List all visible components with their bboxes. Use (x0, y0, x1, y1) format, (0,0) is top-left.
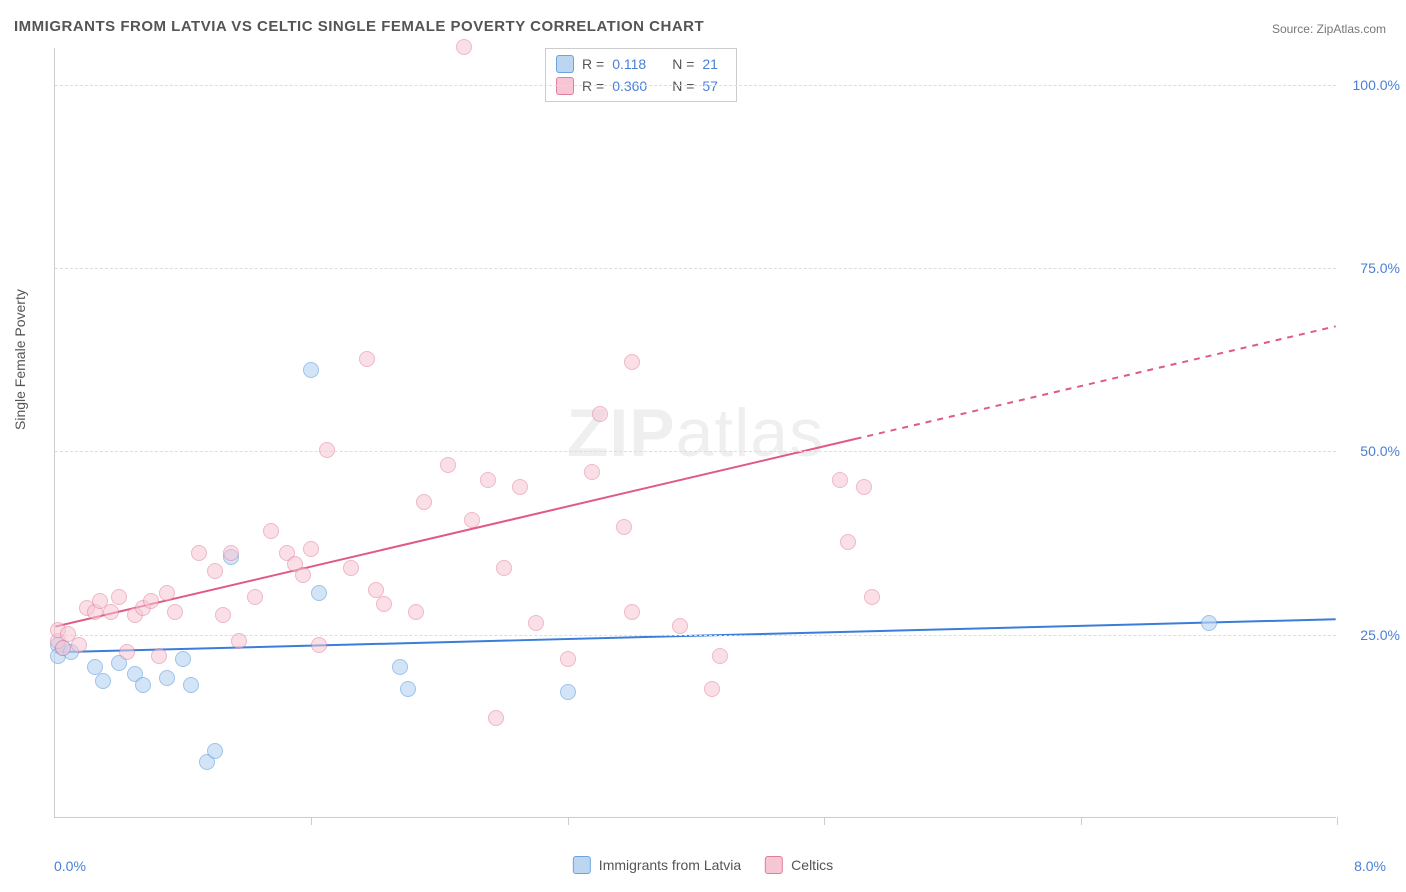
y-tick-label: 25.0% (1360, 627, 1400, 643)
data-point (175, 651, 191, 667)
legend-swatch (765, 856, 783, 874)
data-point (440, 457, 456, 473)
data-point (864, 589, 880, 605)
data-point (103, 604, 119, 620)
data-point (488, 710, 504, 726)
data-point (592, 406, 608, 422)
data-point (416, 494, 432, 510)
y-axis-title: Single Female Poverty (12, 289, 28, 430)
y-tick-label: 50.0% (1360, 443, 1400, 459)
data-point (247, 589, 263, 605)
legend-swatch (573, 856, 591, 874)
data-point (55, 640, 71, 656)
data-point (151, 648, 167, 664)
data-point (560, 651, 576, 667)
x-axis-max-label: 8.0% (1354, 858, 1386, 874)
data-point (87, 659, 103, 675)
data-point (231, 633, 247, 649)
data-point (167, 604, 183, 620)
data-point (71, 637, 87, 653)
data-point (480, 472, 496, 488)
data-point (359, 351, 375, 367)
correlation-legend: R =0.118N =21R =0.360N =57 (545, 48, 737, 102)
data-point (712, 648, 728, 664)
data-point (319, 442, 335, 458)
legend-item: Immigrants from Latvia (573, 856, 741, 874)
watermark: ZIPatlas (567, 394, 824, 472)
data-point (191, 545, 207, 561)
legend-label: Immigrants from Latvia (599, 857, 741, 873)
x-tick (824, 817, 825, 825)
data-point (832, 472, 848, 488)
gridline (55, 268, 1336, 269)
data-point (311, 585, 327, 601)
data-point (215, 607, 231, 623)
data-point (672, 618, 688, 634)
data-point (376, 596, 392, 612)
legend-label: Celtics (791, 857, 833, 873)
data-point (263, 523, 279, 539)
legend-item: Celtics (765, 856, 833, 874)
data-point (207, 743, 223, 759)
legend-row: R =0.118N =21 (556, 53, 726, 75)
data-point (303, 541, 319, 557)
y-tick-label: 100.0% (1353, 77, 1400, 93)
data-point (464, 512, 480, 528)
series-legend: Immigrants from Latvia Celtics (573, 856, 833, 874)
data-point (143, 593, 159, 609)
data-point (207, 563, 223, 579)
legend-row: R =0.360N =57 (556, 75, 726, 97)
data-point (311, 637, 327, 653)
data-point (183, 677, 199, 693)
x-tick (311, 817, 312, 825)
data-point (408, 604, 424, 620)
data-point (295, 567, 311, 583)
data-point (624, 354, 640, 370)
gridline (55, 85, 1336, 86)
data-point (616, 519, 632, 535)
data-point (584, 464, 600, 480)
data-point (159, 670, 175, 686)
data-point (135, 677, 151, 693)
x-axis-min-label: 0.0% (54, 858, 86, 874)
data-point (368, 582, 384, 598)
data-point (624, 604, 640, 620)
chart-plot-area: ZIPatlas R =0.118N =21R =0.360N =57 25.0… (54, 48, 1336, 818)
data-point (95, 673, 111, 689)
data-point (1201, 615, 1217, 631)
data-point (456, 39, 472, 55)
data-point (496, 560, 512, 576)
data-point (119, 644, 135, 660)
data-point (856, 479, 872, 495)
legend-swatch (556, 77, 574, 95)
x-tick (1337, 817, 1338, 825)
x-tick (1081, 817, 1082, 825)
data-point (512, 479, 528, 495)
data-point (840, 534, 856, 550)
data-point (159, 585, 175, 601)
data-point (392, 659, 408, 675)
y-tick-label: 75.0% (1360, 260, 1400, 276)
gridline (55, 451, 1336, 452)
legend-swatch (556, 55, 574, 73)
data-point (528, 615, 544, 631)
x-tick (568, 817, 569, 825)
data-point (560, 684, 576, 700)
chart-title: IMMIGRANTS FROM LATVIA VS CELTIC SINGLE … (14, 18, 704, 35)
data-point (111, 589, 127, 605)
data-point (704, 681, 720, 697)
data-point (343, 560, 359, 576)
data-point (223, 545, 239, 561)
source-attribution: Source: ZipAtlas.com (1272, 22, 1386, 36)
gridline (55, 635, 1336, 636)
data-point (303, 362, 319, 378)
data-point (400, 681, 416, 697)
